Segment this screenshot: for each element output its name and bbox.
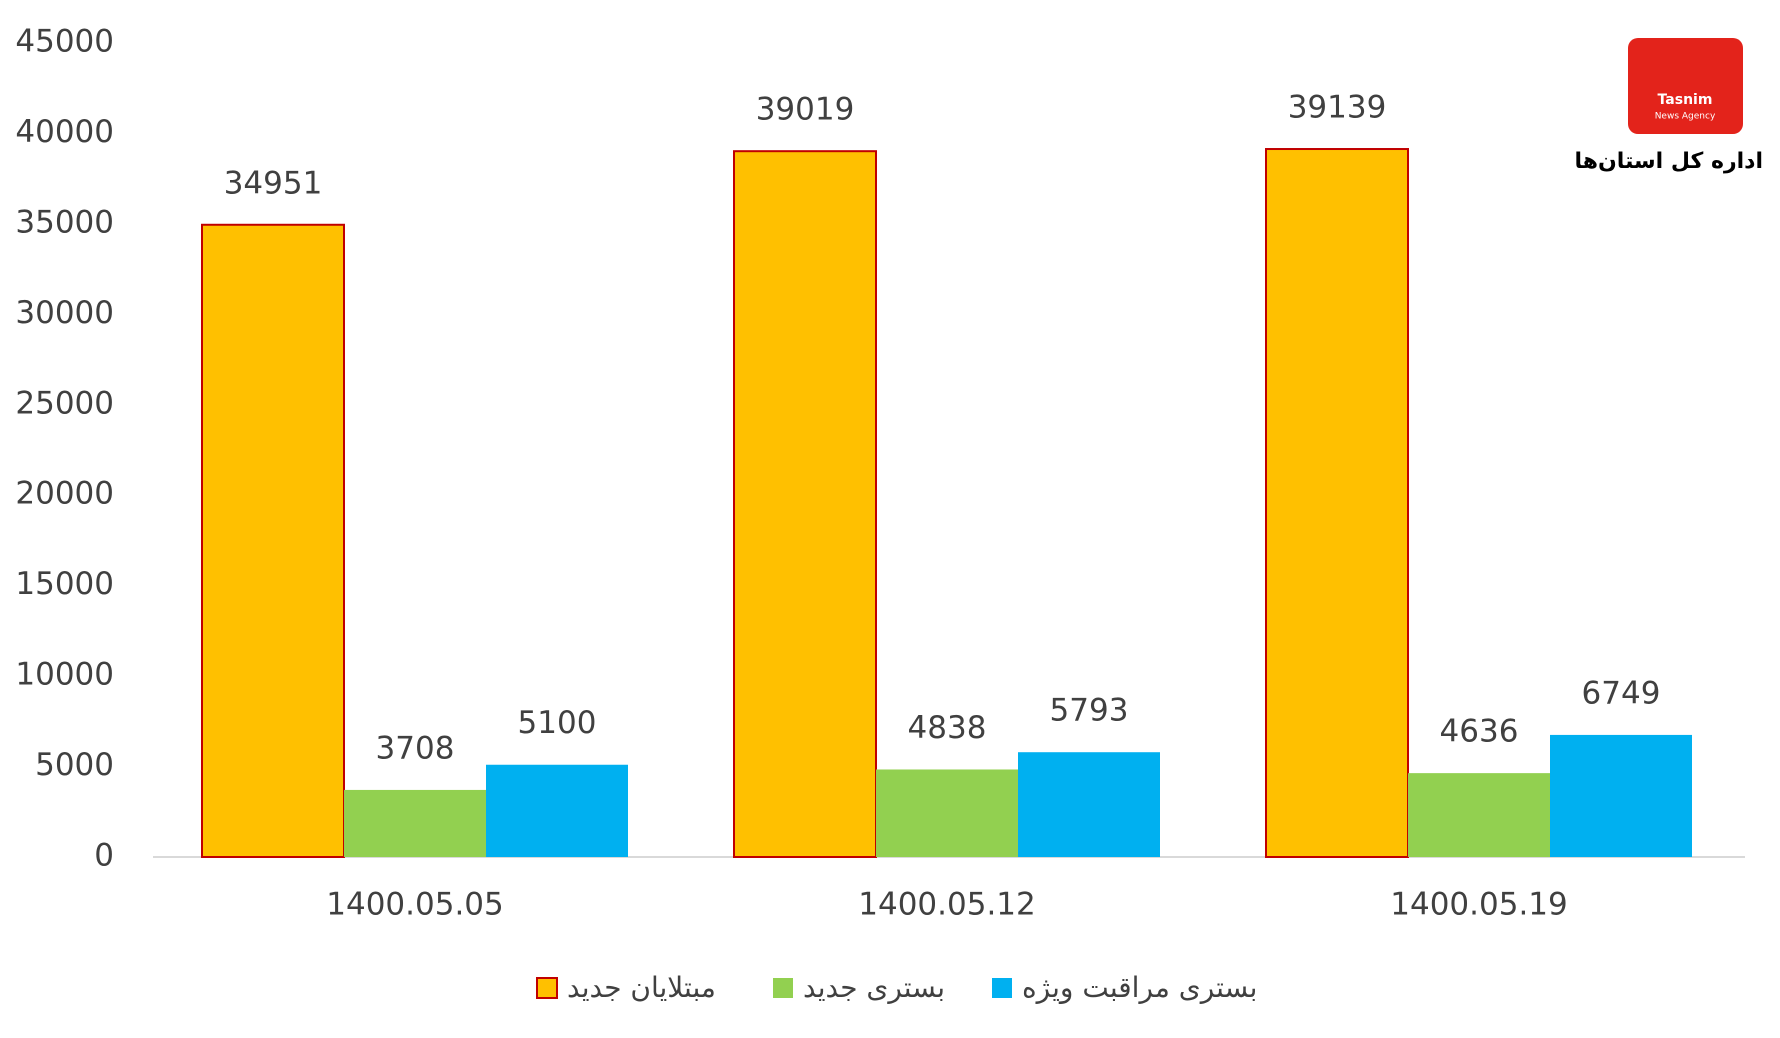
y-tick-label: 15000 [15,566,114,602]
bar [733,150,877,859]
bar [1265,148,1409,858]
bar [1408,773,1550,857]
data-label: 34951 [224,165,323,201]
data-label: 39139 [1288,90,1387,126]
y-tick-label: 30000 [15,295,114,331]
y-tick-label: 10000 [15,657,114,693]
y-tick-label: 20000 [15,476,114,512]
data-label: 5100 [518,705,597,741]
y-tick-label: 0 [94,838,114,874]
bar [1018,752,1160,857]
logo-subtext: News Agency [1655,112,1716,122]
data-label: 6749 [1582,675,1661,711]
y-tick-label: 40000 [15,114,114,150]
x-tick-label: 1400.05.05 [326,887,504,923]
data-label: 4636 [1440,714,1519,750]
legend-label: بستری مراقبت ویژه [1022,971,1257,1004]
legend-label: بستری جدید [803,971,945,1004]
y-tick-label: 25000 [15,385,114,421]
bar [201,223,345,858]
legend-swatch [773,978,793,998]
bar [876,769,1018,857]
bar [1550,734,1692,857]
logo: Tasnim News Agency اداره کل استان‌ها [1575,38,1763,174]
legend-swatch [992,978,1012,998]
logo-box [1628,38,1743,134]
x-tick-label: 1400.05.19 [1390,887,1568,923]
data-label: 4838 [908,710,987,746]
data-label: 39019 [756,92,855,128]
logo-text: Tasnim [1658,92,1713,108]
bar [344,789,486,857]
y-tick-label: 5000 [35,747,114,783]
x-tick-label: 1400.05.12 [858,887,1036,923]
data-label: 5793 [1050,693,1129,729]
logo-caption: اداره کل استان‌ها [1575,149,1763,174]
data-label: 3708 [376,730,455,766]
legend-swatch [536,977,558,999]
y-tick-label: 45000 [15,24,114,60]
bar [486,764,628,857]
legend-label: مبتلایان جدید [567,971,716,1004]
y-tick-label: 35000 [15,204,114,240]
